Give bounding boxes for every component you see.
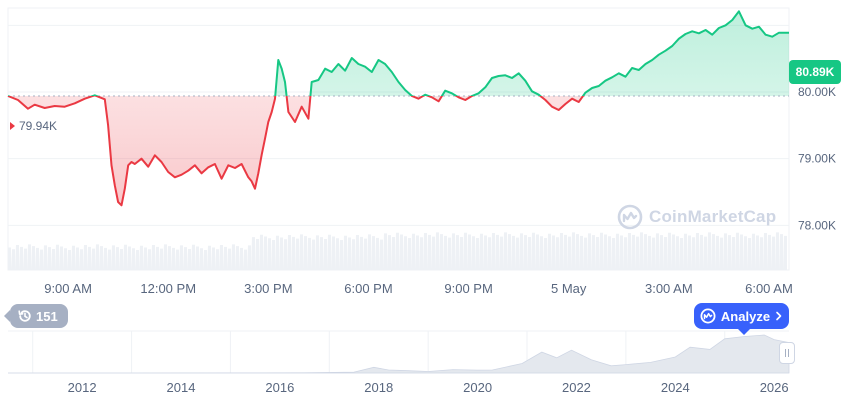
range-slider-handle[interactable] xyxy=(779,342,795,364)
x-tick-label: 5 May xyxy=(551,281,587,296)
x-tick-label: 3:00 PM xyxy=(244,281,292,296)
y-tick-label: 79.00K xyxy=(798,152,836,166)
x-tick-label: 6:00 PM xyxy=(344,281,392,296)
current-price-tag: 80.89K xyxy=(789,60,841,84)
overview-x-tick-label: 2018 xyxy=(364,380,393,395)
overview-area xyxy=(8,334,790,374)
price-area-group xyxy=(8,11,789,206)
price-line-down xyxy=(7,96,585,207)
watermark-text: CoinMarketCap xyxy=(649,207,777,226)
x-tick-label: 6:00 AM xyxy=(745,281,793,296)
x-tick-label: 3:00 AM xyxy=(645,281,693,296)
volume-bars xyxy=(8,232,787,270)
overview-x-tick-label: 2020 xyxy=(463,380,492,395)
handle-grip xyxy=(788,349,789,357)
overview-x-tick-label: 2026 xyxy=(760,380,789,395)
y-tick-label: 78.00K xyxy=(798,218,836,232)
overview-x-tick-label: 2024 xyxy=(661,380,690,395)
analyze-button[interactable]: Analyze xyxy=(694,303,789,335)
current-price-value: 80.89K xyxy=(795,65,835,79)
overview-x-tick-label: 2014 xyxy=(167,380,196,395)
price-area-up xyxy=(8,11,789,96)
cmc-logo-icon xyxy=(700,308,716,324)
overview-x-tick-label: 2016 xyxy=(265,380,294,395)
coinmarketcap-watermark: CoinMarketCap xyxy=(617,204,776,230)
y-tick-label: 80.00K xyxy=(798,85,836,99)
open-price-label: 79.94K xyxy=(10,119,58,133)
price-line-up xyxy=(8,10,789,96)
overview-x-tick-label: 2012 xyxy=(68,380,97,395)
chevron-right-icon xyxy=(776,311,782,321)
x-tick-label: 9:00 AM xyxy=(44,281,92,296)
history-badge[interactable]: 151 xyxy=(4,304,68,328)
history-icon xyxy=(18,310,31,322)
coinmarketcap-logo-icon xyxy=(617,204,643,230)
x-tick-label: 9:00 PM xyxy=(444,281,492,296)
price-area-down xyxy=(8,96,789,206)
open-price-marker xyxy=(10,122,15,130)
overview-x-tick-label: 2022 xyxy=(562,380,591,395)
analyze-label: Analyze xyxy=(720,308,771,324)
open-price-value: 79.94K xyxy=(19,119,58,133)
history-count: 151 xyxy=(36,308,58,324)
handle-grip xyxy=(785,349,786,357)
x-tick-label: 12:00 PM xyxy=(140,281,196,296)
